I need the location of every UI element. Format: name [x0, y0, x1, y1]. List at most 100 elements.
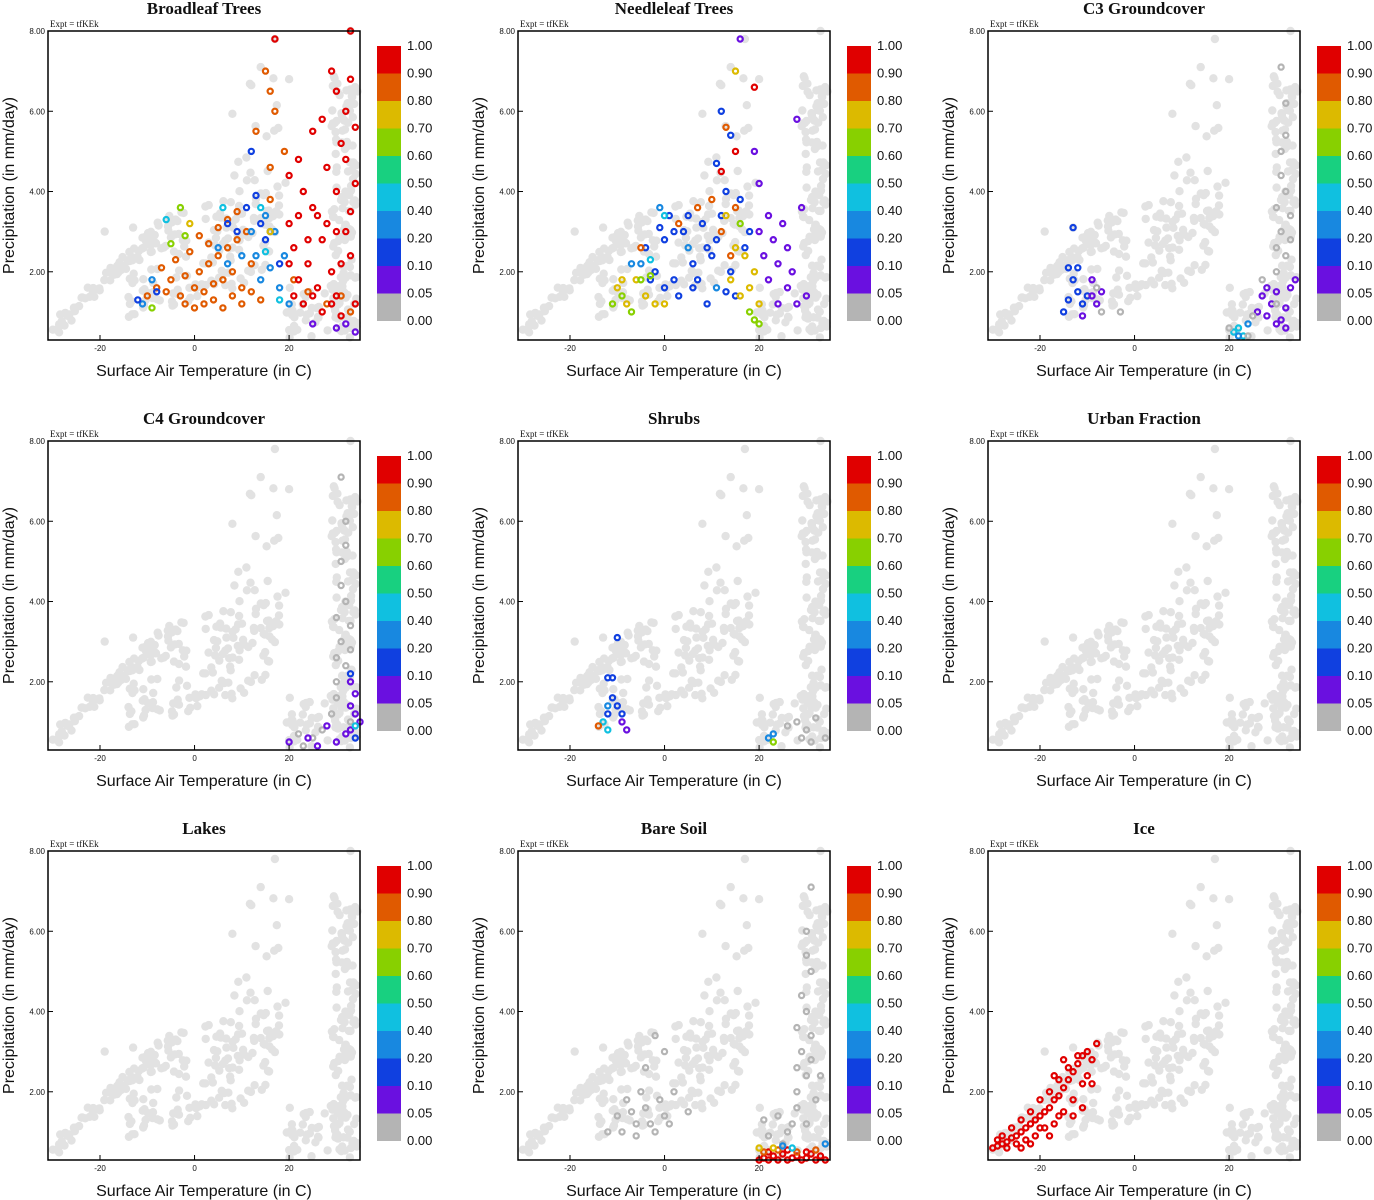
background-point — [812, 547, 822, 557]
data-point — [1017, 1144, 1025, 1152]
background-point — [1280, 945, 1290, 954]
background-point — [671, 1034, 680, 1044]
data-point — [708, 195, 716, 204]
background-point — [201, 202, 210, 211]
colorbar-label: 1.00 — [877, 38, 902, 53]
data-point — [1244, 332, 1252, 340]
panel-title: C4 Groundcover — [143, 409, 265, 428]
x-tick-label: 20 — [285, 344, 294, 353]
background-point — [1174, 655, 1184, 664]
background-point — [1272, 1003, 1281, 1012]
background-point — [1144, 238, 1153, 247]
background-point — [1122, 1091, 1132, 1101]
data-point — [613, 633, 622, 642]
background-point — [134, 656, 143, 666]
data-point — [623, 1096, 631, 1104]
data-point — [247, 288, 255, 296]
colorbar: 1.000.900.800.700.600.500.400.200.100.05… — [847, 448, 902, 738]
data-point — [802, 1148, 811, 1156]
colorbar-label: 0.90 — [407, 886, 432, 901]
colorbar-label: 0.80 — [1347, 913, 1372, 928]
background-points — [518, 436, 832, 752]
background-point — [719, 1033, 729, 1043]
background-point — [598, 310, 607, 319]
background-point — [651, 662, 661, 671]
background-point — [153, 1084, 162, 1094]
background-point — [347, 502, 356, 511]
background-point — [124, 1112, 133, 1122]
background-point — [1165, 1064, 1174, 1073]
x-tick-label: 0 — [192, 344, 197, 353]
background-point — [1141, 624, 1150, 634]
background-point — [807, 109, 816, 118]
colorbar-label: 0.90 — [1347, 476, 1372, 491]
background-point — [801, 537, 810, 547]
background-point — [235, 646, 244, 655]
data-point — [1036, 1096, 1044, 1104]
data-point — [337, 260, 345, 268]
background-point — [1245, 697, 1254, 707]
background-point — [1153, 1047, 1162, 1056]
background-point — [712, 153, 721, 162]
data-series — [627, 203, 721, 292]
background-point — [1283, 926, 1293, 935]
background-point — [1282, 957, 1292, 967]
background-point — [570, 685, 579, 695]
background-point — [159, 243, 168, 252]
colorbar-swatch — [847, 893, 871, 921]
x-tick-label: 20 — [755, 754, 764, 763]
background-point — [1155, 246, 1164, 255]
background-point — [810, 945, 820, 954]
background-point — [95, 284, 104, 293]
background-point — [164, 1046, 173, 1055]
background-point — [1263, 736, 1272, 745]
y-tick-label: 4.00 — [29, 1008, 45, 1017]
background-point — [684, 1093, 694, 1102]
background-point — [342, 137, 352, 147]
background-point — [251, 941, 260, 951]
colorbar-label: 0.40 — [877, 203, 902, 218]
background-point — [617, 1051, 627, 1060]
background-point — [1184, 676, 1193, 685]
background-point — [260, 630, 270, 639]
colorbar-label: 0.80 — [407, 93, 432, 108]
background-point — [1165, 654, 1174, 663]
data-point — [152, 284, 161, 292]
background-point — [700, 991, 709, 1000]
background-point — [802, 593, 811, 602]
background-point — [617, 1085, 626, 1094]
plot-frame — [517, 440, 831, 751]
background-point — [209, 1100, 219, 1109]
background-point — [805, 625, 814, 635]
background-point — [1288, 919, 1297, 928]
background-point — [605, 665, 614, 675]
data-point — [618, 292, 626, 300]
data-series — [285, 678, 364, 750]
data-point — [755, 300, 763, 308]
background-point — [1280, 645, 1290, 655]
background-point — [245, 899, 255, 908]
background-point — [1191, 1019, 1200, 1029]
colorbar-label: 0.00 — [1347, 1133, 1372, 1148]
background-point — [807, 1081, 817, 1090]
data-point — [807, 738, 815, 746]
data-point — [641, 1063, 650, 1072]
background-point — [335, 215, 344, 225]
background-point — [1161, 280, 1170, 290]
background-point — [201, 1022, 210, 1031]
background-point — [739, 894, 748, 903]
data-point — [134, 296, 142, 304]
background-point — [1065, 247, 1074, 257]
data-series — [143, 67, 355, 316]
background-point — [1200, 630, 1210, 639]
background-point — [698, 929, 707, 938]
y-tick-label: 2.00 — [499, 268, 515, 277]
background-point — [768, 710, 777, 719]
data-point — [736, 195, 744, 204]
background-point — [704, 1021, 714, 1031]
background-point — [1269, 652, 1278, 661]
background-point — [730, 1040, 740, 1049]
background-point — [1171, 215, 1180, 224]
